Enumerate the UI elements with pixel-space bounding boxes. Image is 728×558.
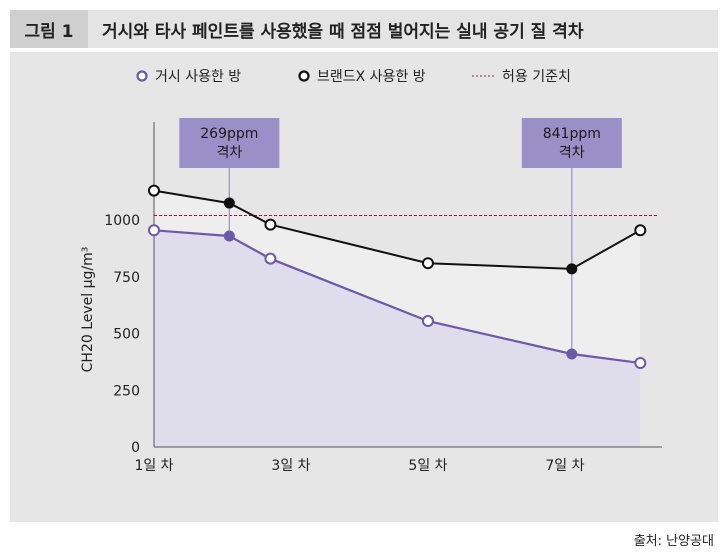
data-point-series-2 bbox=[148, 184, 160, 197]
legend: 거시 사용한 방 브랜드X 사용한 방 허용 기준치 bbox=[136, 69, 571, 85]
series-lines bbox=[153, 189, 641, 365]
series-points bbox=[148, 184, 647, 370]
area-fills bbox=[154, 190, 641, 447]
gap-label-text: 841ppm bbox=[543, 126, 601, 142]
data-point-series-1 bbox=[223, 230, 235, 242]
source-note: 출처: 난양공대 bbox=[633, 534, 714, 549]
y-tick-label: 0 bbox=[131, 440, 140, 456]
data-point-series-1 bbox=[264, 252, 277, 265]
line-chart: 거시 사용한 방 브랜드X 사용한 방 허용 기준치 0 250 500 750 1000 1… bbox=[80, 69, 662, 474]
data-point-series-2 bbox=[421, 257, 434, 270]
gap-label-box-1 bbox=[179, 118, 280, 168]
gap-label-text: 269ppm bbox=[200, 126, 258, 142]
data-point-series-2 bbox=[264, 218, 277, 231]
y-axis-title: CH20 Level μg/m³ bbox=[80, 247, 96, 373]
x-tick-label: 3일 차 bbox=[271, 458, 310, 474]
data-point-series-1 bbox=[566, 348, 578, 360]
legend-marker-series-2 bbox=[298, 70, 310, 82]
data-point-series-2 bbox=[634, 224, 647, 237]
legend-threshold-label: 허용 기준치 bbox=[502, 69, 571, 85]
figure-label: 그림 1 bbox=[10, 10, 88, 48]
annotations: 269ppm 격차 841ppm 격차 bbox=[179, 118, 622, 354]
x-tick-label: 5일 차 bbox=[408, 458, 447, 474]
data-point-series-2 bbox=[223, 197, 235, 209]
gap-label-box-2 bbox=[521, 118, 622, 168]
legend-marker-series-1 bbox=[136, 70, 148, 82]
y-tick-label: 1000 bbox=[104, 213, 140, 229]
y-tick-label: 250 bbox=[113, 383, 140, 399]
data-point-series-2 bbox=[566, 263, 578, 275]
data-point-series-1 bbox=[421, 315, 434, 328]
area-series-1 bbox=[154, 230, 641, 447]
legend-label-series-2: 브랜드X 사용한 방 bbox=[317, 69, 426, 85]
data-point-series-1 bbox=[148, 224, 160, 237]
gap-label-text: 격차 bbox=[559, 145, 585, 161]
data-point-series-1 bbox=[634, 357, 647, 370]
y-tick-label: 750 bbox=[113, 270, 140, 286]
line-series-1 bbox=[153, 229, 641, 365]
line-series-2 bbox=[153, 189, 641, 270]
figure-header: 그림 1 거시와 타사 페인트를 사용했을 때 점점 벌어지는 실내 공기 질 … bbox=[10, 10, 718, 48]
gap-label-text: 격차 bbox=[216, 145, 242, 161]
legend-label-series-1: 거시 사용한 방 bbox=[155, 69, 241, 85]
figure-title: 거시와 타사 페인트를 사용했을 때 점점 벌어지는 실내 공기 질 격차 bbox=[88, 10, 718, 48]
y-tick-label: 500 bbox=[113, 327, 140, 343]
x-tick-label: 1일 차 bbox=[134, 458, 173, 474]
axes: 0 250 500 750 1000 1일 차 3일 차 5일 차 7일 차 CH20 Level… bbox=[80, 122, 662, 474]
chart-panel: 거시 사용한 방 브랜드X 사용한 방 허용 기준치 0 250 500 750 1000 1… bbox=[10, 52, 718, 522]
x-tick-label: 7일 차 bbox=[545, 458, 584, 474]
